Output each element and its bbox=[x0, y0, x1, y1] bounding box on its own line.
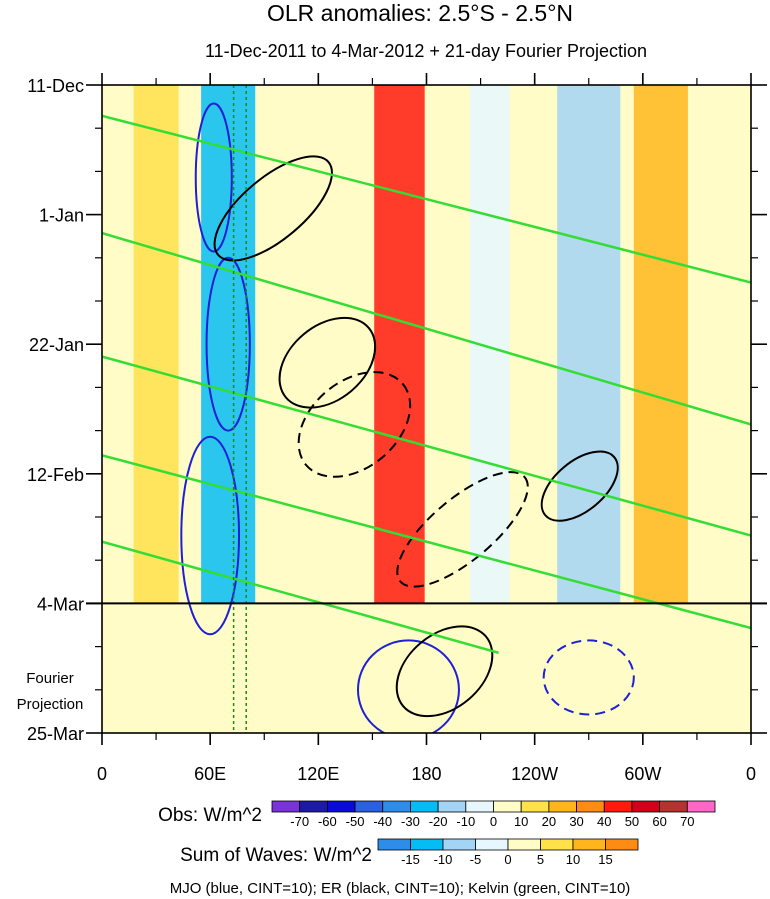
plot-area bbox=[102, 85, 751, 733]
colorbar-swatch bbox=[686, 800, 716, 813]
colorbar-level: 20 bbox=[542, 814, 556, 829]
colorbar-swatch bbox=[442, 838, 476, 851]
er-contour bbox=[540, 450, 619, 522]
colorbar-level: 50 bbox=[625, 814, 639, 829]
colorbar-level: 5 bbox=[537, 852, 544, 867]
colorbar-swatch bbox=[382, 800, 411, 813]
y-tick-label: 12-Feb bbox=[27, 465, 84, 485]
kelvin-contour bbox=[102, 231, 751, 426]
obs-colorbar-label: Obs: W/m^2 bbox=[158, 805, 262, 826]
y-axis: 11-Dec 1-Jan 22-Jan 12-Feb 4-Mar 25-Mar bbox=[27, 76, 767, 744]
colorbar-swatch bbox=[548, 800, 577, 813]
colorbar-swatch bbox=[326, 800, 356, 813]
mjo-contour bbox=[180, 435, 241, 636]
chart-caption: MJO (blue, CINT=10); ER (black, CINT=10)… bbox=[170, 880, 631, 897]
colorbar-swatch bbox=[576, 800, 605, 813]
chart-title: OLR anomalies: 2.5°S - 2.5°N bbox=[267, 0, 573, 26]
colorbar-swatch bbox=[410, 838, 444, 851]
er-contour bbox=[278, 316, 377, 409]
colorbar-level: 10 bbox=[514, 814, 528, 829]
er-contours bbox=[213, 155, 619, 718]
colorbar-swatch bbox=[631, 800, 661, 813]
colorbar-level: 30 bbox=[569, 814, 583, 829]
colorbar-level: 15 bbox=[598, 852, 612, 867]
anomaly-band bbox=[557, 85, 621, 604]
x-tick-label: 60W bbox=[624, 764, 661, 784]
colorbar-swatch bbox=[603, 800, 633, 813]
anomaly-band bbox=[201, 85, 256, 604]
colorbar-swatch bbox=[465, 800, 494, 813]
mjo-contour bbox=[194, 102, 233, 253]
colorbar-level: -5 bbox=[470, 852, 482, 867]
reference-lines bbox=[232, 85, 247, 733]
colorbar-level: -10 bbox=[434, 852, 453, 867]
x-axis: 0 60E 120E 180 120W 60W 0 bbox=[97, 73, 756, 784]
colorbar-level: 40 bbox=[597, 814, 611, 829]
kelvin-contour bbox=[102, 454, 751, 630]
colorbar-swatch bbox=[354, 800, 384, 813]
colorbar-level: -70 bbox=[290, 814, 309, 829]
colorbar-swatch bbox=[493, 800, 522, 813]
mjo-contour bbox=[542, 639, 635, 716]
y-tick-label: 22-Jan bbox=[29, 335, 84, 355]
projection-label-line1: Fourier bbox=[26, 670, 74, 687]
colorbar-swatch bbox=[540, 838, 574, 851]
kelvin-contour bbox=[102, 114, 751, 284]
colorbar-swatch bbox=[507, 838, 541, 851]
er-contour bbox=[395, 625, 494, 718]
colorbar-swatch bbox=[659, 800, 688, 813]
er-contour bbox=[297, 371, 412, 478]
colorbar-level: -40 bbox=[373, 814, 392, 829]
x-tick-label: 60E bbox=[194, 764, 226, 784]
waves-colorbar-label: Sum of Waves: W/m^2 bbox=[180, 845, 372, 866]
colorbar-level: -60 bbox=[318, 814, 337, 829]
waves-colorbar: -15 -10 -5 0 5 10 15 bbox=[377, 838, 639, 867]
colorbar-swatch bbox=[572, 838, 606, 851]
x-tick-label: 120W bbox=[511, 764, 558, 784]
colorbar-level: -15 bbox=[401, 852, 420, 867]
x-tick-label: 120E bbox=[297, 764, 339, 784]
y-tick-label: 11-Dec bbox=[27, 76, 84, 96]
kelvin-contour bbox=[102, 540, 499, 654]
anomaly-band bbox=[374, 85, 425, 604]
mjo-contours bbox=[180, 102, 635, 733]
colorbar-swatch bbox=[271, 800, 301, 813]
mjo-contour bbox=[357, 639, 460, 733]
colorbar-level: 0 bbox=[504, 852, 511, 867]
chart-subtitle: 11-Dec-2011 to 4-Mar-2012 + 21-day Fouri… bbox=[205, 41, 647, 61]
colorbar-swatch bbox=[377, 838, 411, 851]
x-tick-label: 180 bbox=[411, 764, 441, 784]
y-tick-label: 4-Mar bbox=[37, 594, 84, 614]
colorbar-level: 60 bbox=[652, 814, 666, 829]
obs-colorbar: -70 -60 -50 -40 -30 -20 -10 0 10 20 30 40 50 60 70 bbox=[271, 800, 716, 829]
colorbar-level: -10 bbox=[456, 814, 475, 829]
x-tick-label: 0 bbox=[97, 764, 107, 784]
mjo-contour bbox=[205, 256, 251, 432]
er-contour bbox=[396, 471, 529, 588]
er-contour bbox=[213, 155, 333, 262]
colorbar-swatch bbox=[437, 800, 467, 813]
y-tick-label: 1-Jan bbox=[39, 206, 84, 226]
anomaly-bands bbox=[133, 85, 688, 604]
colorbar-swatch bbox=[605, 838, 639, 851]
colorbar-swatch bbox=[410, 800, 439, 813]
anomaly-band bbox=[133, 85, 179, 604]
colorbar-level: 0 bbox=[490, 814, 497, 829]
x-tick-label: 0 bbox=[746, 764, 756, 784]
colorbar-swatch bbox=[475, 838, 509, 851]
colorbar-level: 70 bbox=[680, 814, 694, 829]
colorbar-swatch bbox=[520, 800, 550, 813]
colorbar-level: -20 bbox=[429, 814, 448, 829]
projection-label-line2: Projection bbox=[17, 696, 84, 713]
colorbar-swatch bbox=[299, 800, 328, 813]
colorbar-level: -30 bbox=[401, 814, 420, 829]
y-tick-label: 25-Mar bbox=[27, 724, 84, 744]
kelvin-contour bbox=[102, 355, 751, 537]
colorbar-level: -50 bbox=[346, 814, 365, 829]
kelvin-contours bbox=[102, 114, 751, 654]
colorbar-level: 10 bbox=[566, 852, 580, 867]
anomaly-band bbox=[633, 85, 688, 604]
